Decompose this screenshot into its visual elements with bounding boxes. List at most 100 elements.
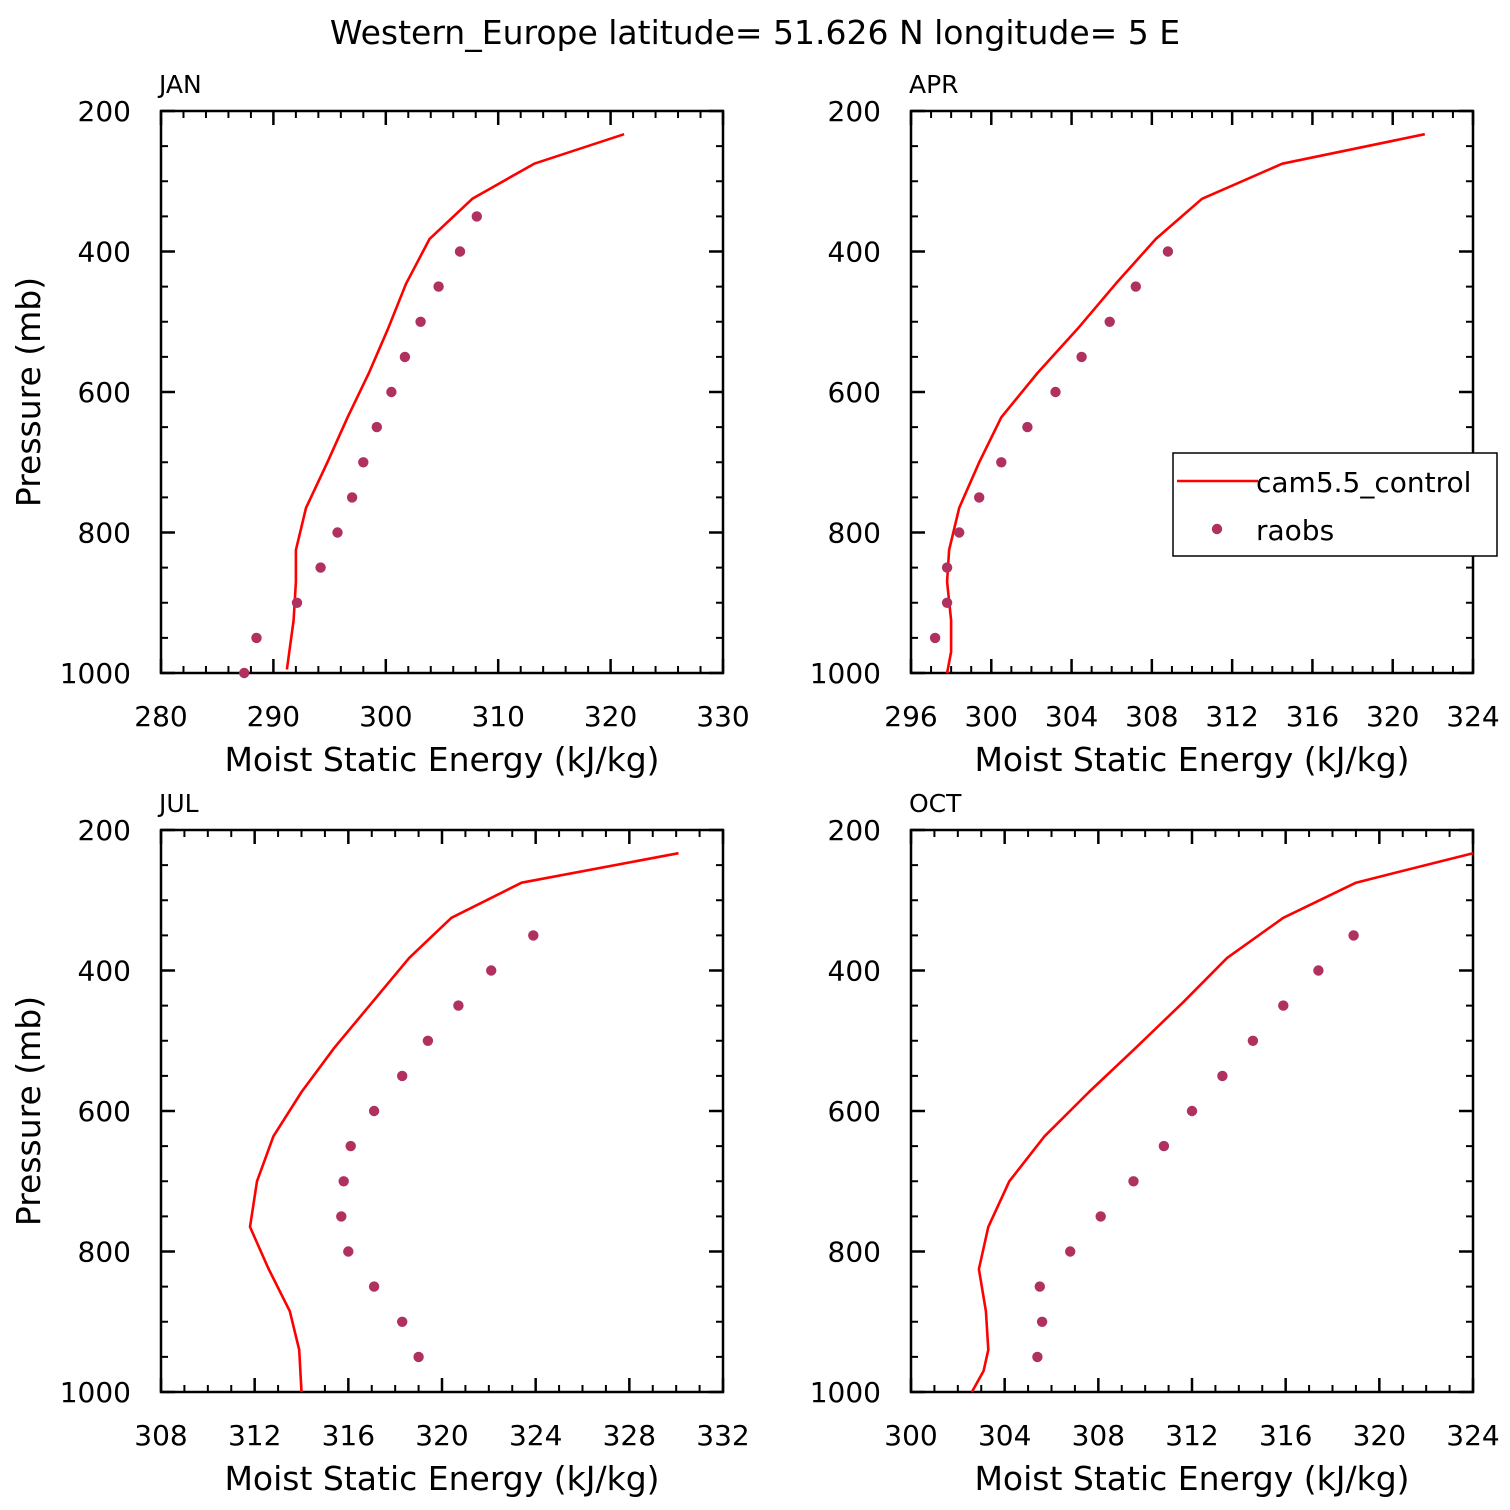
x-tick-label: 324 [509,1419,562,1452]
x-tick-label: 312 [1205,700,1258,733]
x-tick-label: 320 [415,1419,468,1452]
series-point-raobs [332,527,343,538]
x-tick-label: 320 [1353,1419,1406,1452]
x-tick-label: 290 [247,700,300,733]
x-tick-label: 300 [965,700,1018,733]
x-tick-label: 316 [322,1419,375,1452]
y-tick-label: 800 [828,1236,881,1269]
series-point-raobs [239,667,250,679]
x-tick-label: 330 [696,700,749,733]
x-tick-label: 328 [603,1419,656,1452]
series-point-raobs [1104,316,1115,327]
series-point-raobs [528,930,539,941]
x-tick-label: 304 [1045,700,1098,733]
x-tick-label: 308 [1072,1419,1125,1452]
series-point-raobs [1348,930,1359,941]
y-tick-label: 400 [78,955,131,988]
page-title: Western_Europe latitude= 51.626 N longit… [330,13,1180,52]
series-point-raobs [1036,1316,1048,1328]
series-point-raobs [1128,1176,1139,1187]
x-tick-label: 312 [1165,1419,1218,1452]
x-axis-label: Moist Static Energy (kJ/kg) [974,740,1409,779]
panel-oct: OCT 300 304 308 312 316 320 324 200 400 600 800 1000… [810,789,1500,1498]
x-tick-label: 324 [1446,700,1499,733]
y-tick-label: 400 [828,236,881,269]
series-point-raobs [941,562,953,573]
series-point-raobs [974,492,985,503]
series-point-raobs [1050,386,1061,398]
series-point-raobs [399,351,411,363]
series-point-raobs [1034,1281,1046,1292]
series-point-raobs [1313,965,1324,976]
panel-jul: JUL 308 312 316 320 324 328 332 200 400 600 800 1000… [9,789,750,1498]
series-point-raobs [397,1316,408,1328]
y-tick-label: 400 [828,955,881,988]
panel-title: JUL [157,789,199,818]
series-point-raobs [315,562,326,573]
series-point-raobs [1095,1211,1106,1222]
series-point-raobs [1186,1105,1198,1117]
series-point-raobs [386,386,397,398]
series-point-raobs [343,1246,354,1257]
x-tick-label: 312 [228,1419,281,1452]
series-point-raobs [422,1035,434,1047]
y-tick-label: 1000 [60,1376,131,1409]
x-tick-label: 320 [584,700,637,733]
plot-frame [159,828,725,1394]
y-tick-label: 600 [78,1095,131,1128]
y-axis-label: Pressure (mb) [9,277,48,507]
series-point-raobs [996,457,1007,468]
panels-group: JAN 280 290 300 310 320 330 200 400 600 800 1000 Moi… [9,70,1500,1498]
series-point-raobs [1022,421,1033,433]
panel-title: APR [909,70,959,99]
x-tick-label: 316 [1286,700,1339,733]
plot-frame [909,109,1475,675]
series-point-raobs [413,1351,424,1363]
series-point-raobs [1032,1351,1043,1363]
y-tick-label: 800 [78,517,131,550]
y-tick-label: 200 [828,814,881,847]
series-point-raobs [471,211,482,222]
y-tick-label: 800 [828,517,881,550]
y-tick-label: 200 [78,95,131,128]
series-point-raobs [251,632,262,644]
series-point-raobs [1217,1070,1228,1082]
legend-dot-swatch [1211,523,1223,535]
series-point-raobs [368,1281,380,1292]
x-tick-label: 308 [1125,700,1178,733]
legend-line-label: cam5.5_control [1256,466,1471,499]
series-point-raobs [433,281,444,292]
y-tick-label: 200 [78,814,131,847]
plot-frame [159,109,725,675]
series-point-raobs [336,1211,347,1222]
series-point-raobs [371,421,382,433]
x-tick-label: 316 [1259,1419,1312,1452]
series-point-raobs [368,1105,380,1117]
series-point-raobs [1130,281,1142,292]
x-tick-label: 324 [1446,1419,1499,1452]
y-tick-label: 1000 [810,657,881,690]
x-tick-label: 300 [359,700,412,733]
series-point-raobs [415,316,426,327]
series-point-raobs [1247,1035,1259,1047]
y-tick-label: 600 [828,1095,881,1128]
y-tick-label: 400 [78,236,131,269]
series-point-raobs [358,457,369,468]
series-line-cam5.5_control [285,132,625,670]
series-point-raobs [954,527,965,538]
series-point-raobs [941,597,953,608]
panel-title: JAN [157,70,202,99]
series-point-raobs [453,1000,464,1011]
x-tick-label: 300 [884,1419,937,1452]
x-axis-label: Moist Static Energy (kJ/kg) [224,740,659,779]
y-tick-label: 800 [78,1236,131,1269]
series-point-raobs [346,492,358,503]
series-point-raobs [1065,1246,1076,1257]
series-point-raobs [929,632,941,644]
series-line-cam5.5_control [248,851,679,1393]
y-tick-label: 600 [828,376,881,409]
y-tick-label: 1000 [60,657,131,690]
x-tick-label: 310 [471,700,524,733]
x-axis-label: Moist Static Energy (kJ/kg) [974,1459,1409,1498]
